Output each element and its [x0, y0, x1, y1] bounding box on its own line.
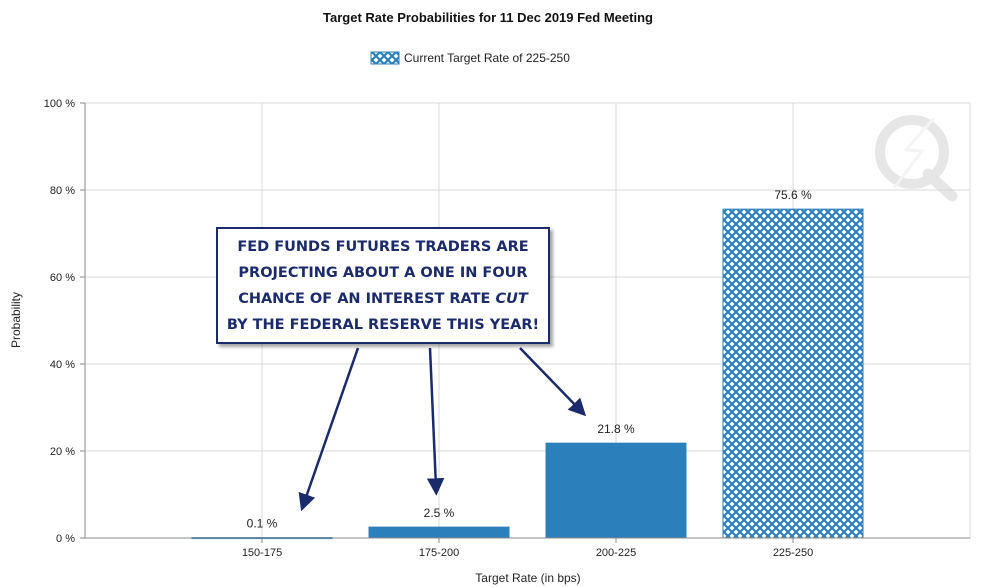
arrow-to-175-200: [426, 347, 445, 496]
legend-label: Current Target Rate of 225-250: [404, 51, 570, 65]
x-tick-label-175-200: 175-200: [419, 547, 459, 559]
arrow-to-150-175: [298, 347, 360, 512]
annotation-line-4: BY THE FEDERAL RESERVE THIS YEAR!: [226, 316, 540, 333]
x-tick-label-200-225: 200-225: [596, 547, 636, 559]
data-label-200-225: 21.8 %: [597, 422, 635, 436]
annotation-line-1: FED FUNDS FUTURES TRADERS ARE: [237, 238, 529, 255]
legend: Current Target Rate of 225-250: [370, 51, 570, 65]
annotation-arrows: [298, 347, 587, 512]
data-label-175-200: 2.5 %: [424, 506, 455, 520]
x-tick-label-225-250: 225-250: [773, 547, 813, 559]
annotation-line-2: PROJECTING ABOUT A ONE IN FOUR: [238, 264, 528, 281]
x-tick-label-150-175: 150-175: [242, 547, 282, 559]
y-tick-label: 100 %: [44, 98, 75, 110]
data-label-225-250: 75.6 %: [774, 188, 812, 202]
axes: 0 % 20 % 40 % 60 % 80 % 100 % 150-175 175-200 20…: [44, 98, 970, 559]
arrow-to-200-225: [519, 347, 587, 417]
y-tick-label: 60 %: [50, 272, 75, 284]
annotation-cut-emphasis: CUT: [495, 290, 528, 307]
bar-175-200: [368, 526, 510, 539]
legend-swatch: [370, 51, 400, 65]
y-axis-label: Probability: [9, 292, 23, 348]
quandl-q-logo-icon: [875, 115, 958, 202]
annotation-line-3: CHANCE OF AN INTEREST RATE CUT: [238, 286, 528, 312]
data-label-150-175: 0.1 %: [247, 517, 278, 531]
y-tick-label: 40 %: [50, 359, 75, 371]
bars: 0.1 % 2.5 % 21.8 % 75.6 %: [191, 188, 864, 540]
y-tick-label: 80 %: [50, 185, 75, 197]
y-tick-label: 0 %: [56, 533, 75, 545]
annotation-callout: FED FUNDS FUTURES TRADERS ARE PROJECTING…: [216, 227, 550, 344]
x-axis-label: Target Rate (in bps): [475, 571, 580, 585]
annotation-line-3-text: CHANCE OF AN INTEREST RATE: [238, 290, 496, 307]
bar-225-250: [722, 208, 864, 539]
bar-200-225: [545, 442, 687, 539]
chart-title: Target Rate Probabilities for 11 Dec 201…: [323, 10, 653, 25]
y-tick-label: 20 %: [50, 446, 75, 458]
